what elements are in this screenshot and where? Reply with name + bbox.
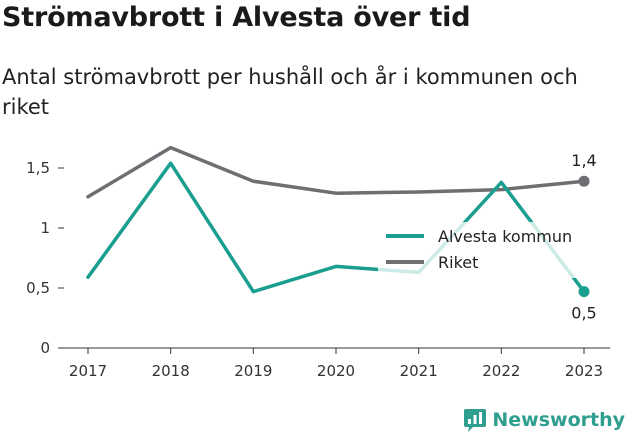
legend-label-alvesta-kommun: Alvesta kommun <box>438 227 572 246</box>
chart-title: Strömavbrott i Alvesta över tid <box>2 2 471 33</box>
x-tick-label: 2022 <box>482 362 520 380</box>
x-tick-label: 2023 <box>565 362 603 380</box>
x-tick-label: 2019 <box>234 362 272 380</box>
x-tick-label: 2021 <box>400 362 438 380</box>
newsworthy-logo-icon <box>464 409 487 432</box>
chart-subtitle: Antal strömavbrott per hushåll och år i … <box>2 65 578 119</box>
y-tick-label: 0 <box>40 339 50 357</box>
y-tick-label: 1,5 <box>26 159 50 177</box>
brand: Newsworthy <box>463 407 625 433</box>
brand-name: Newsworthy <box>492 409 625 431</box>
series-line-alvesta-kommun <box>86 161 586 294</box>
series-end-point-alvesta-kommun <box>578 286 590 298</box>
series-end-label-alvesta-kommun: 0,5 <box>571 304 596 323</box>
legend: Alvesta kommun Riket <box>378 222 590 278</box>
x-tick-label: 2020 <box>317 362 355 380</box>
x-tick-label: 2017 <box>69 362 107 380</box>
y-tick-label: 0,5 <box>26 279 50 297</box>
legend-background <box>378 222 590 278</box>
legend-label-riket: Riket <box>438 253 478 272</box>
series-end-label-riket: 1,4 <box>571 151 596 170</box>
axes: 0 0,5 1 1,5 2017 2018 2019 2020 2021 2022 2023 <box>26 159 610 380</box>
x-tick-label: 2018 <box>152 362 190 380</box>
y-tick-label: 1 <box>40 219 50 237</box>
series-layer: 0,5 1,4 <box>86 145 597 323</box>
series-line-riket <box>86 145 586 199</box>
series-end-point-riket <box>578 175 590 187</box>
